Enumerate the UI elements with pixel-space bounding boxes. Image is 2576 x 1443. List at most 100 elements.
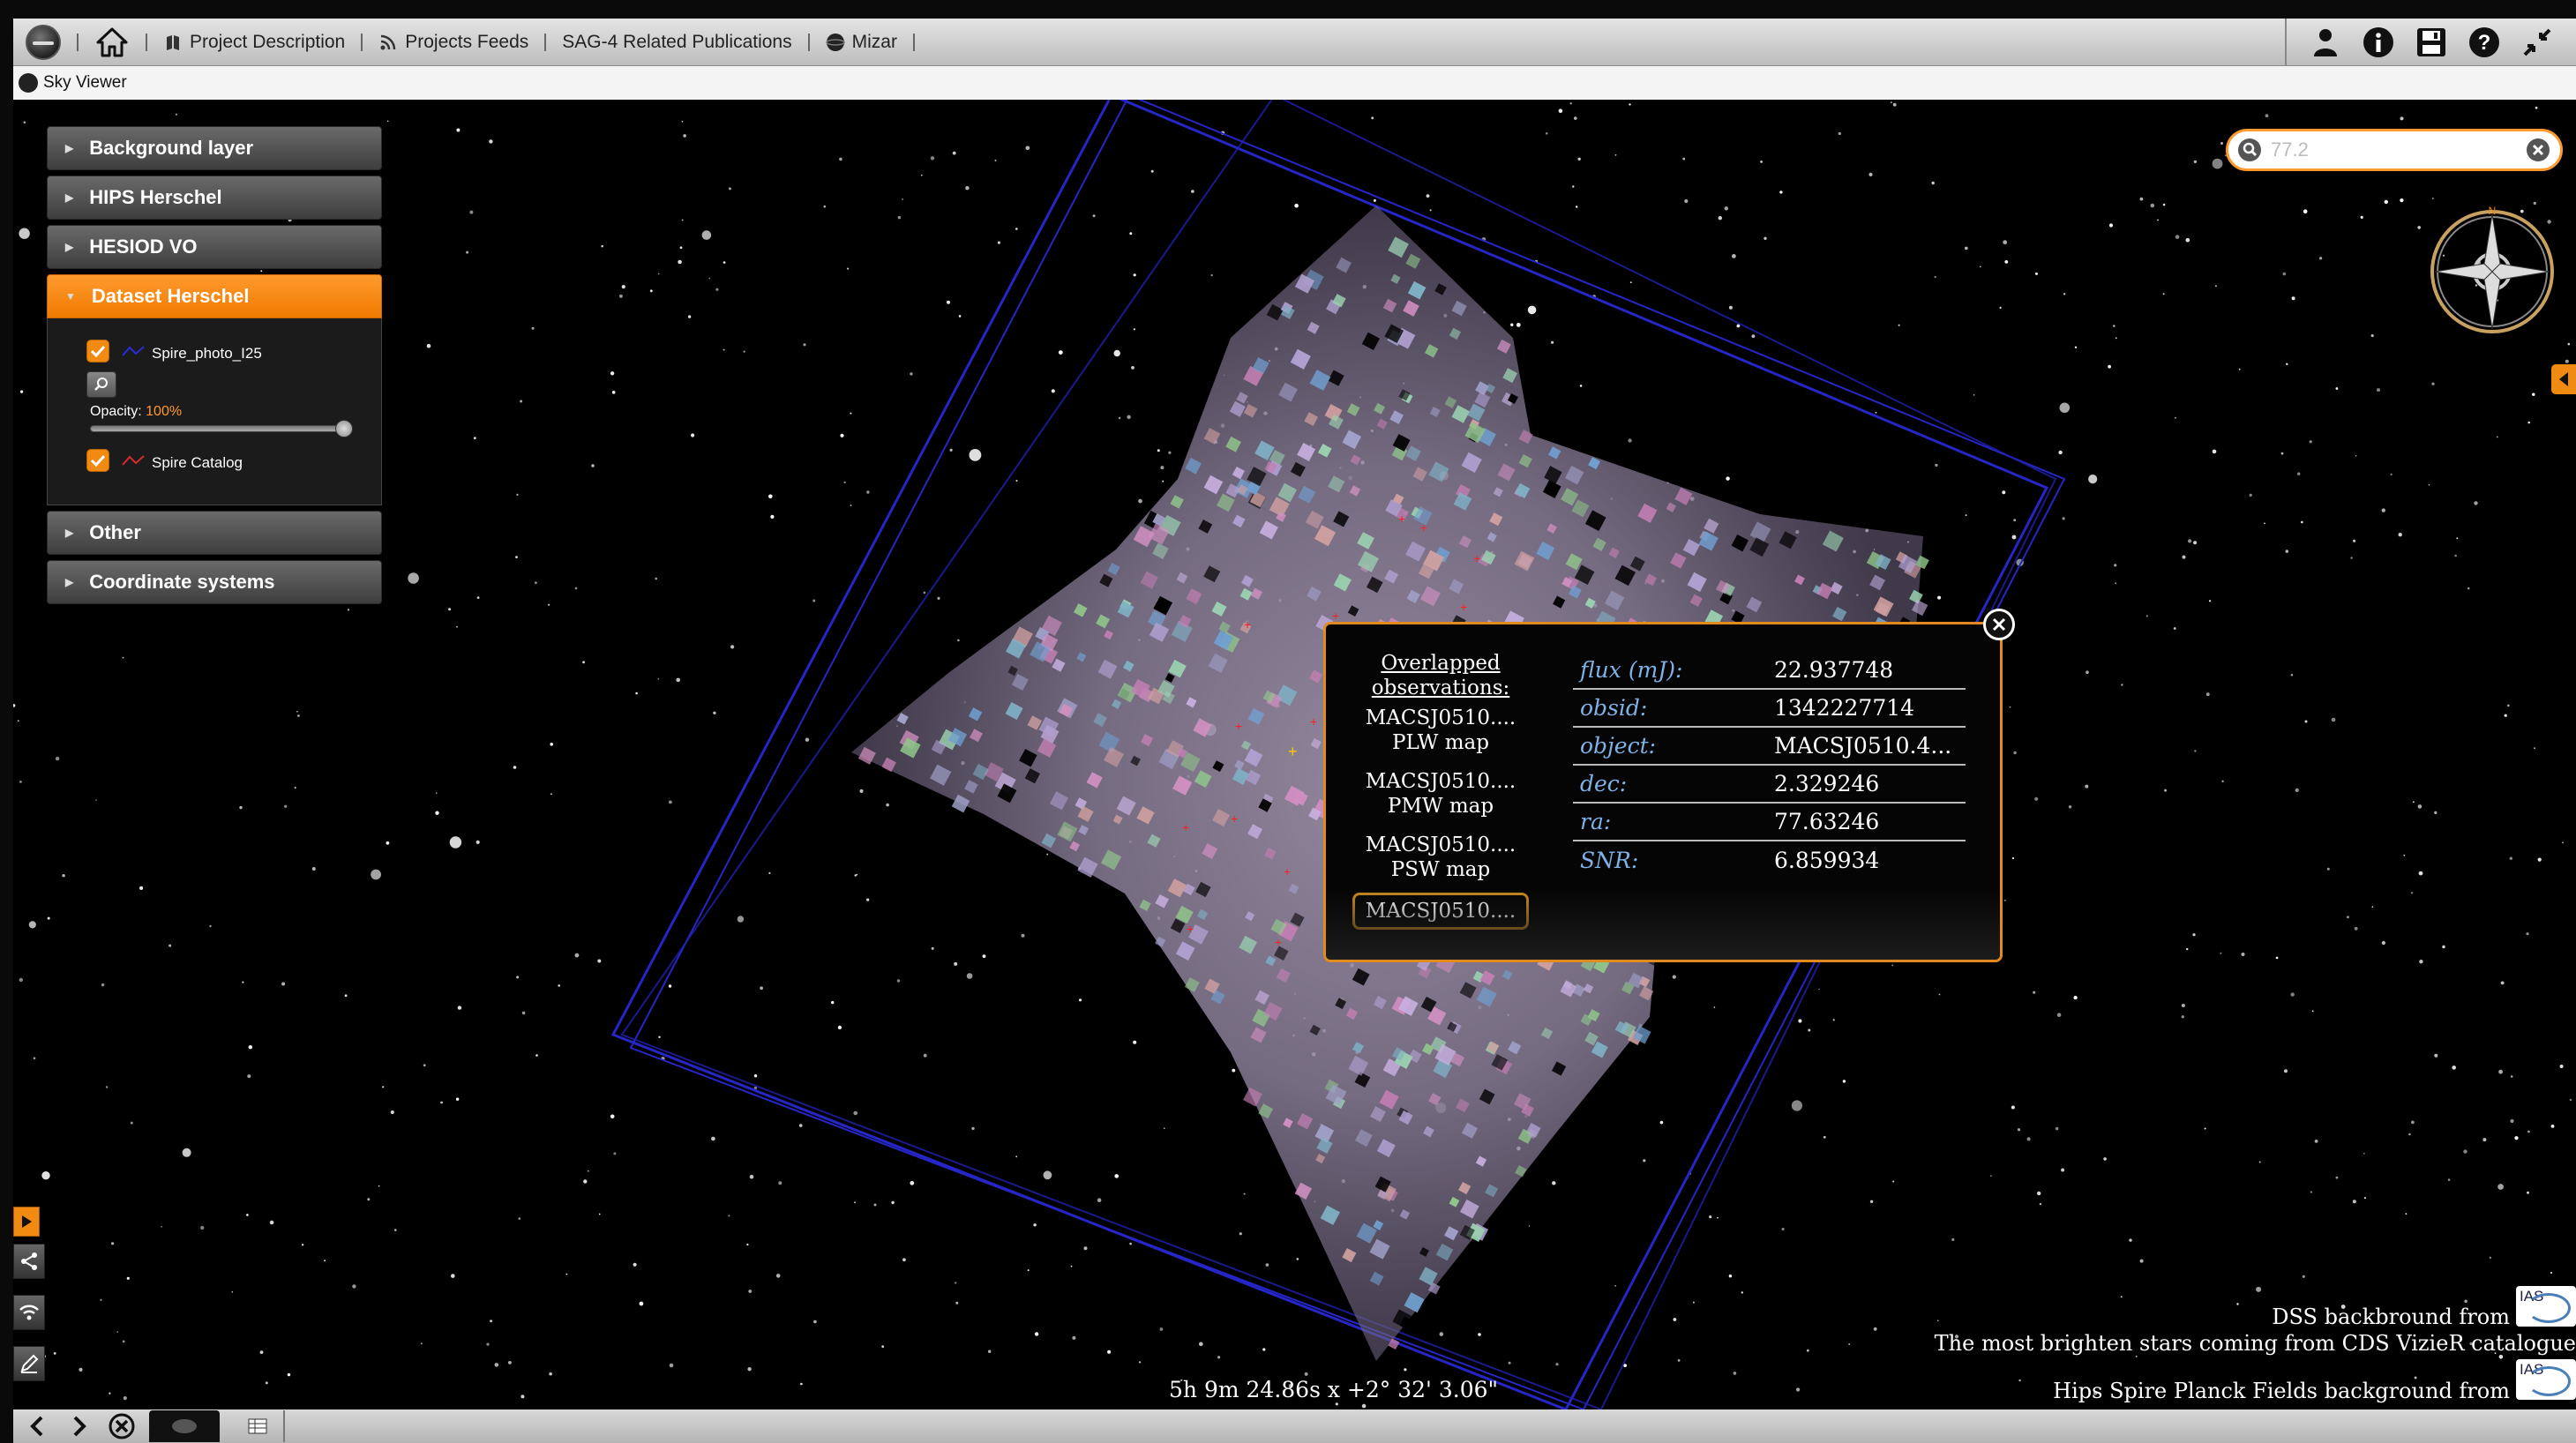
save-icon[interactable]	[2412, 23, 2451, 62]
map-pixel	[1428, 1093, 1442, 1106]
project-description-label: Project Description	[190, 31, 346, 52]
observation-item[interactable]: MACSJ0510.... PSW map	[1352, 833, 1529, 882]
close-all-button[interactable]	[107, 1411, 137, 1441]
star	[1818, 988, 1820, 991]
attr-value: 6.859934	[1774, 847, 1880, 873]
clear-search-icon[interactable]	[2525, 137, 2551, 163]
section-background-layer[interactable]: ▶ Background layer	[47, 126, 382, 170]
app-logo-icon[interactable]	[26, 24, 61, 60]
help-icon[interactable]: ?	[2465, 23, 2504, 62]
tab-sky-viewer[interactable]: Sky Viewer	[43, 73, 127, 92]
map-pixel	[1412, 467, 1427, 482]
star	[655, 577, 657, 580]
star	[2129, 1238, 2132, 1242]
section-label: HIPS Herschel	[89, 186, 222, 208]
user-icon[interactable]	[2306, 23, 2345, 62]
expand-tools-button[interactable]	[13, 1207, 40, 1237]
star	[2061, 1168, 2065, 1172]
zoom-to-layer-button[interactable]	[86, 371, 116, 398]
ias-logo[interactable]: IAS	[2516, 1286, 2576, 1327]
close-popup-button[interactable]	[1983, 609, 2015, 640]
star	[910, 1180, 915, 1185]
section-hips-herschel[interactable]: ▶ HIPS Herschel	[47, 176, 382, 220]
star	[866, 898, 870, 901]
map-pixel	[1830, 581, 1843, 595]
expand-right-panel-button[interactable]	[2551, 364, 2576, 394]
layer-checkbox-spire-photo[interactable]	[86, 340, 109, 363]
section-dataset-herschel[interactable]: ▼ Dataset Herschel	[47, 274, 382, 318]
star	[1131, 366, 1134, 370]
feature-info-popup: Overlapped observations: MACSJ0510.... P…	[1323, 609, 2015, 962]
map-pixel	[1030, 641, 1051, 662]
map-pixel	[1130, 678, 1150, 699]
star	[2011, 535, 2017, 540]
map-pixel	[1318, 444, 1332, 458]
observation-item[interactable]: MACSJ0510.... PMW map	[1352, 769, 1529, 819]
share-button[interactable]	[13, 1244, 45, 1279]
tab-table-thumb[interactable]	[232, 1410, 285, 1442]
samp-button[interactable]	[13, 1295, 45, 1330]
search-input[interactable]	[2271, 138, 2525, 161]
map-pixel	[1731, 534, 1749, 552]
opacity-slider[interactable]	[90, 425, 346, 432]
map-pixel	[1632, 1025, 1651, 1044]
star	[1034, 1332, 1039, 1336]
star	[1138, 1361, 1142, 1364]
map-pixel	[1099, 573, 1113, 587]
section-coordinate-systems[interactable]: ▶ Coordinate systems	[47, 560, 382, 604]
map-pixel	[1264, 460, 1277, 474]
star	[1051, 389, 1055, 393]
info-icon[interactable]	[2359, 23, 2398, 62]
star	[1288, 1384, 1293, 1388]
sag4-publications-link[interactable]: SAG-4 Related Publications	[562, 32, 791, 53]
star	[681, 219, 684, 221]
map-pixel	[1481, 550, 1496, 565]
map-pixel	[1185, 457, 1202, 475]
observation-item[interactable]: MACSJ0510.... PLW map	[1352, 706, 1529, 755]
mizar-link[interactable]: Mizar	[825, 32, 897, 53]
star	[440, 1101, 443, 1104]
star	[1033, 1223, 1037, 1227]
projects-feeds-link[interactable]: Projects Feeds	[378, 32, 528, 53]
map-pixel	[1450, 1052, 1465, 1067]
star	[2059, 402, 2071, 414]
map-pixel	[1333, 511, 1350, 527]
star	[621, 285, 625, 289]
map-pixel	[1486, 1041, 1500, 1054]
star	[2265, 114, 2269, 118]
star	[1043, 1170, 1052, 1180]
star	[2181, 1004, 2185, 1007]
star	[2286, 363, 2288, 365]
star	[550, 793, 552, 796]
sky-view-canvas[interactable]: + + + + + + + + + + + + + + ▶ Background layer ▶ HIPS…	[13, 100, 2576, 1409]
map-pixel	[969, 729, 984, 743]
opacity-slider-thumb[interactable]	[335, 420, 353, 437]
collapse-icon[interactable]	[2518, 23, 2557, 62]
map-pixel	[1604, 590, 1625, 610]
back-button[interactable]	[22, 1411, 52, 1441]
map-pixel	[1077, 856, 1098, 878]
map-pixel	[1290, 348, 1311, 370]
map-pixel	[1419, 1246, 1429, 1257]
map-pixel	[1348, 1055, 1369, 1076]
star	[1516, 323, 1521, 327]
star	[2355, 455, 2357, 457]
map-pixel	[1093, 713, 1107, 727]
project-description-link[interactable]: Project Description	[163, 32, 345, 53]
star	[2220, 142, 2223, 145]
map-pixel	[1184, 977, 1200, 992]
compass-icon[interactable]: N	[2426, 206, 2558, 338]
home-icon[interactable]	[94, 25, 130, 60]
tab-sky-viewer-thumb[interactable]	[149, 1410, 220, 1442]
ias-logo[interactable]: IAS	[2516, 1359, 2576, 1400]
layer-name-spire-catalog: Spire Catalog	[152, 454, 243, 471]
section-other[interactable]: ▶ Other	[47, 511, 382, 555]
layer-checkbox-spire-catalog[interactable]	[86, 449, 109, 472]
map-pixel	[1515, 482, 1531, 498]
forward-button[interactable]	[64, 1411, 94, 1441]
edit-button[interactable]	[13, 1346, 45, 1381]
star	[840, 433, 844, 437]
star	[1558, 108, 1563, 113]
selected-observation[interactable]: MACSJ0510....	[1352, 893, 1529, 930]
section-hesiod-vo[interactable]: ▶ HESIOD VO	[47, 225, 382, 269]
